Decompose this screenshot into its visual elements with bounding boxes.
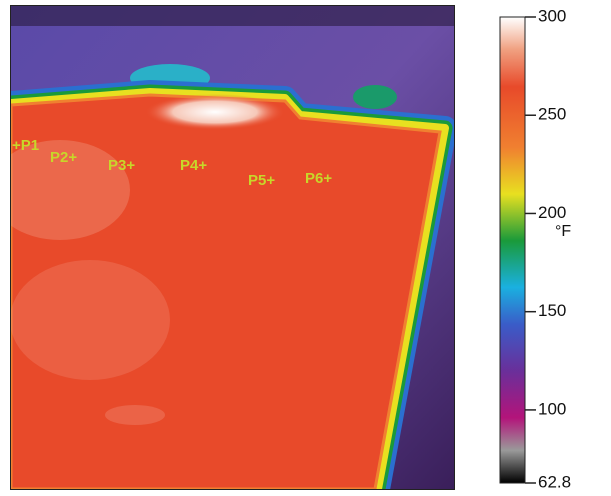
point-label: P5+ (248, 172, 275, 189)
colorbar-ticks: 300 250 200 150 100 62.8 (525, 6, 571, 491)
tick-label: 250 (538, 105, 566, 124)
point-label: +P1 (12, 137, 39, 154)
tick-label: 62.8 (538, 472, 571, 491)
tick-label: 100 (538, 399, 566, 418)
tick-label: 150 (538, 301, 566, 320)
tick-label: 300 (538, 6, 566, 25)
tick-label: 200 (538, 203, 566, 222)
point-label: P2+ (50, 149, 77, 166)
point-label: P6+ (305, 170, 332, 187)
unit-label: °F (555, 223, 571, 240)
figure: +P1 P2+ P3+ P4+ P5+ P6+ °F 300 250 200 150 1… (0, 0, 611, 496)
point-label: P4+ (180, 157, 207, 174)
point-label: P3+ (108, 157, 135, 174)
thermal-image: +P1 P2+ P3+ P4+ P5+ P6+ (0, 6, 454, 489)
colorbar (500, 17, 525, 483)
